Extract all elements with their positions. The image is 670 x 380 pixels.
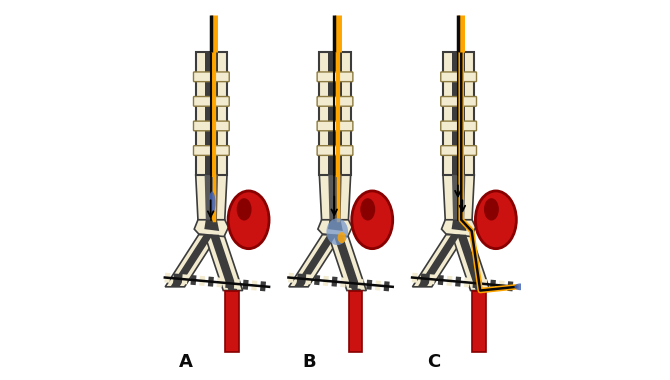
FancyBboxPatch shape	[194, 97, 229, 106]
Ellipse shape	[476, 191, 517, 249]
Ellipse shape	[484, 198, 499, 220]
FancyBboxPatch shape	[194, 121, 229, 131]
Polygon shape	[194, 220, 228, 236]
Polygon shape	[289, 235, 342, 287]
Polygon shape	[417, 235, 460, 287]
Bar	[328, 52, 342, 175]
Polygon shape	[328, 220, 343, 231]
Text: B: B	[303, 353, 316, 371]
Polygon shape	[334, 235, 361, 291]
Polygon shape	[443, 175, 474, 220]
FancyBboxPatch shape	[441, 72, 476, 82]
Polygon shape	[165, 235, 218, 287]
Bar	[204, 52, 218, 175]
Polygon shape	[452, 235, 490, 291]
Polygon shape	[210, 235, 237, 291]
FancyBboxPatch shape	[194, 146, 229, 155]
Polygon shape	[170, 235, 213, 287]
FancyBboxPatch shape	[317, 97, 353, 106]
Bar	[472, 291, 486, 352]
Polygon shape	[318, 220, 352, 236]
Bar	[443, 52, 474, 175]
Polygon shape	[328, 175, 342, 220]
Bar	[320, 52, 350, 175]
Ellipse shape	[352, 191, 393, 249]
FancyBboxPatch shape	[317, 121, 353, 131]
Polygon shape	[204, 220, 219, 231]
Bar	[225, 291, 239, 352]
Ellipse shape	[515, 283, 526, 290]
Polygon shape	[413, 235, 466, 287]
FancyBboxPatch shape	[441, 121, 476, 131]
Polygon shape	[320, 175, 350, 220]
Ellipse shape	[360, 198, 375, 220]
Ellipse shape	[212, 213, 216, 221]
Polygon shape	[204, 175, 218, 220]
FancyBboxPatch shape	[441, 97, 476, 106]
FancyBboxPatch shape	[441, 146, 476, 155]
FancyBboxPatch shape	[317, 146, 353, 155]
Bar	[452, 52, 466, 175]
Polygon shape	[294, 235, 336, 287]
Ellipse shape	[228, 191, 269, 249]
Text: C: C	[427, 353, 440, 371]
Polygon shape	[452, 220, 466, 231]
Polygon shape	[442, 220, 476, 236]
Ellipse shape	[237, 198, 251, 220]
Ellipse shape	[326, 218, 348, 245]
Ellipse shape	[338, 232, 346, 243]
Polygon shape	[328, 235, 366, 291]
Polygon shape	[196, 175, 227, 220]
FancyBboxPatch shape	[317, 72, 353, 82]
Text: A: A	[179, 353, 193, 371]
Bar	[349, 291, 362, 352]
Polygon shape	[204, 235, 243, 291]
Ellipse shape	[209, 192, 216, 215]
Bar	[196, 52, 227, 175]
Polygon shape	[457, 235, 484, 291]
FancyBboxPatch shape	[194, 72, 229, 82]
Polygon shape	[452, 175, 466, 220]
